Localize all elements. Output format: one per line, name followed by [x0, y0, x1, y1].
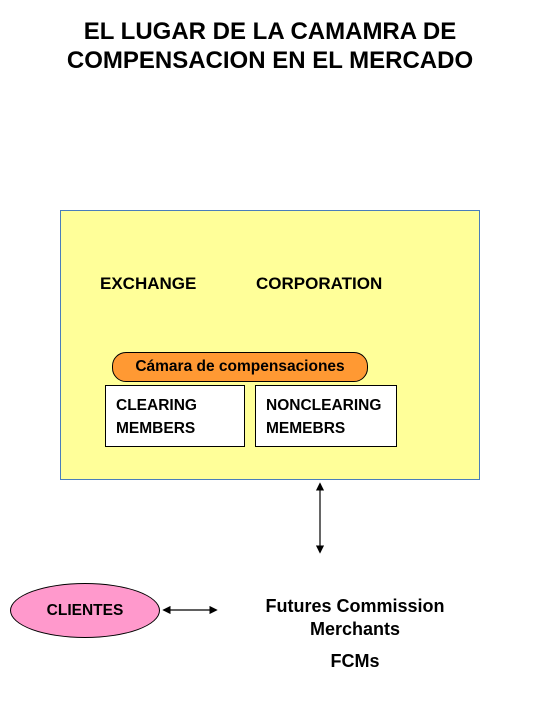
fcm-line1: Futures Commission: [220, 595, 490, 618]
fcm-block: Futures Commission Merchants FCMs: [220, 595, 490, 673]
fcm-line2: Merchants: [220, 618, 490, 641]
fcm-line3: FCMs: [220, 650, 490, 673]
